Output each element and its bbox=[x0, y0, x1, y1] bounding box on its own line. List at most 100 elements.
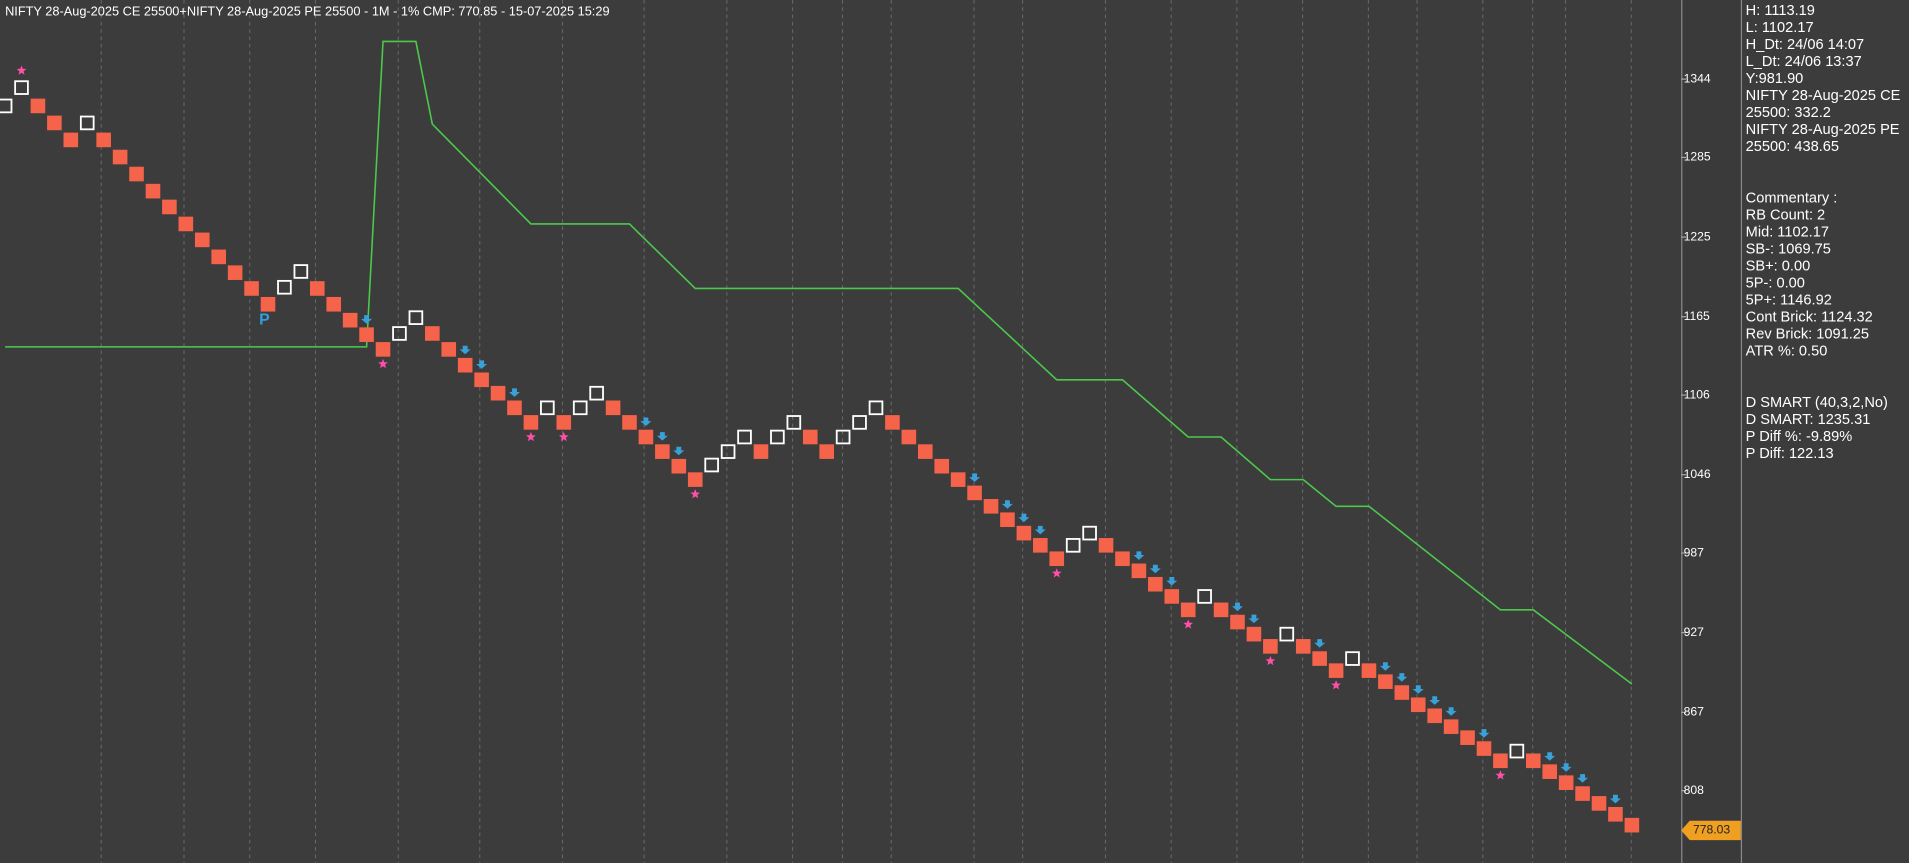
down-brick bbox=[605, 400, 621, 416]
down-brick bbox=[1312, 651, 1327, 666]
up-brick bbox=[293, 264, 309, 279]
y-tick-label: 1046 bbox=[1684, 467, 1711, 481]
down-brick bbox=[1443, 719, 1459, 734]
down-brick bbox=[260, 296, 276, 312]
down-brick bbox=[1098, 538, 1114, 553]
down-brick bbox=[1131, 563, 1147, 579]
info-line: L_Dt: 24/06 13:37 bbox=[1746, 54, 1862, 70]
down-brick bbox=[211, 249, 227, 265]
down-brick bbox=[1295, 639, 1311, 654]
signal-arrow bbox=[1429, 696, 1441, 705]
up-brick bbox=[720, 444, 736, 459]
up-brick bbox=[1279, 626, 1295, 642]
signal-arrow bbox=[969, 473, 981, 482]
signal-arrow bbox=[1609, 794, 1621, 804]
down-brick bbox=[802, 429, 818, 445]
down-brick bbox=[1263, 639, 1278, 654]
info-line: ATR %: 0.50 bbox=[1746, 344, 1828, 360]
signal-arrow bbox=[509, 388, 520, 397]
down-brick bbox=[227, 265, 243, 280]
down-brick bbox=[687, 472, 703, 487]
signal-arrow bbox=[1396, 673, 1408, 682]
down-brick bbox=[63, 132, 79, 148]
signal-star bbox=[1183, 619, 1194, 629]
info-line: P Diff %: -9.89% bbox=[1746, 429, 1853, 445]
signal-star bbox=[378, 358, 388, 369]
down-brick bbox=[1378, 674, 1393, 689]
down-brick bbox=[1328, 663, 1344, 678]
down-brick bbox=[1361, 663, 1377, 678]
down-brick bbox=[1180, 602, 1196, 618]
down-brick bbox=[1460, 730, 1475, 745]
y-tick-label: 987 bbox=[1684, 545, 1705, 559]
signal-arrow bbox=[1018, 513, 1030, 523]
down-brick bbox=[901, 429, 917, 445]
signal-arrow bbox=[1314, 639, 1326, 648]
info-line: SB-: 1069.75 bbox=[1746, 241, 1831, 257]
down-brick bbox=[917, 444, 933, 459]
up-brick bbox=[392, 326, 407, 341]
down-brick bbox=[1213, 602, 1229, 618]
signal-arrow bbox=[1560, 763, 1572, 772]
down-brick bbox=[474, 372, 489, 388]
down-brick bbox=[309, 281, 325, 296]
down-brick bbox=[556, 415, 572, 430]
info-line: H_Dt: 24/06 14:07 bbox=[1746, 37, 1864, 53]
down-brick bbox=[1115, 551, 1130, 567]
signal-star bbox=[1331, 680, 1341, 690]
down-brick bbox=[96, 132, 111, 148]
up-brick bbox=[852, 415, 867, 430]
signal-star bbox=[1495, 770, 1506, 780]
down-brick bbox=[112, 149, 128, 165]
down-brick bbox=[162, 199, 177, 215]
up-brick bbox=[737, 429, 752, 445]
down-brick bbox=[244, 281, 259, 296]
up-brick bbox=[868, 400, 884, 416]
down-brick bbox=[1246, 626, 1262, 642]
info-line: H: 1113.19 bbox=[1746, 3, 1815, 19]
y-tick-label: 1225 bbox=[1684, 229, 1711, 243]
down-brick bbox=[457, 357, 473, 373]
down-brick bbox=[441, 342, 457, 357]
y-tick-label: 927 bbox=[1684, 625, 1705, 639]
info-line: 5P-: 0.00 bbox=[1746, 275, 1805, 291]
signal-arrow bbox=[361, 315, 373, 324]
up-brick bbox=[770, 429, 785, 445]
signal-arrow bbox=[1248, 614, 1260, 624]
up-brick bbox=[408, 310, 424, 325]
signal-arrow bbox=[1577, 774, 1589, 783]
info-line: NIFTY 28-Aug-2025 CE bbox=[1746, 88, 1901, 104]
down-brick bbox=[655, 444, 670, 459]
down-brick bbox=[523, 415, 539, 430]
up-brick bbox=[14, 80, 29, 95]
down-brick bbox=[1591, 796, 1607, 811]
info-line: Cont Brick: 1124.32 bbox=[1746, 310, 1873, 326]
y-tick-label: 1106 bbox=[1684, 387, 1710, 401]
price-axis-background bbox=[1681, 0, 1741, 863]
down-brick bbox=[1049, 551, 1065, 567]
signal-star bbox=[690, 489, 701, 499]
down-brick bbox=[1230, 614, 1245, 630]
up-brick bbox=[589, 385, 604, 401]
signal-arrow bbox=[1544, 752, 1556, 761]
pivot-label: P bbox=[259, 311, 270, 328]
down-brick bbox=[1016, 525, 1032, 541]
down-brick bbox=[1525, 753, 1541, 769]
up-brick bbox=[1082, 525, 1097, 541]
down-brick bbox=[1394, 685, 1410, 700]
y-tick-label: 867 bbox=[1684, 705, 1705, 719]
signal-star bbox=[1051, 568, 1062, 578]
up-brick bbox=[277, 279, 292, 295]
down-brick bbox=[1476, 741, 1492, 756]
down-brick bbox=[194, 232, 210, 248]
down-brick bbox=[1493, 753, 1508, 769]
down-brick bbox=[983, 499, 999, 514]
down-brick bbox=[1033, 538, 1048, 553]
up-brick bbox=[1345, 651, 1360, 666]
signal-star bbox=[16, 65, 27, 75]
down-brick bbox=[1148, 576, 1163, 592]
down-brick bbox=[1558, 775, 1574, 790]
up-brick bbox=[1509, 743, 1525, 759]
